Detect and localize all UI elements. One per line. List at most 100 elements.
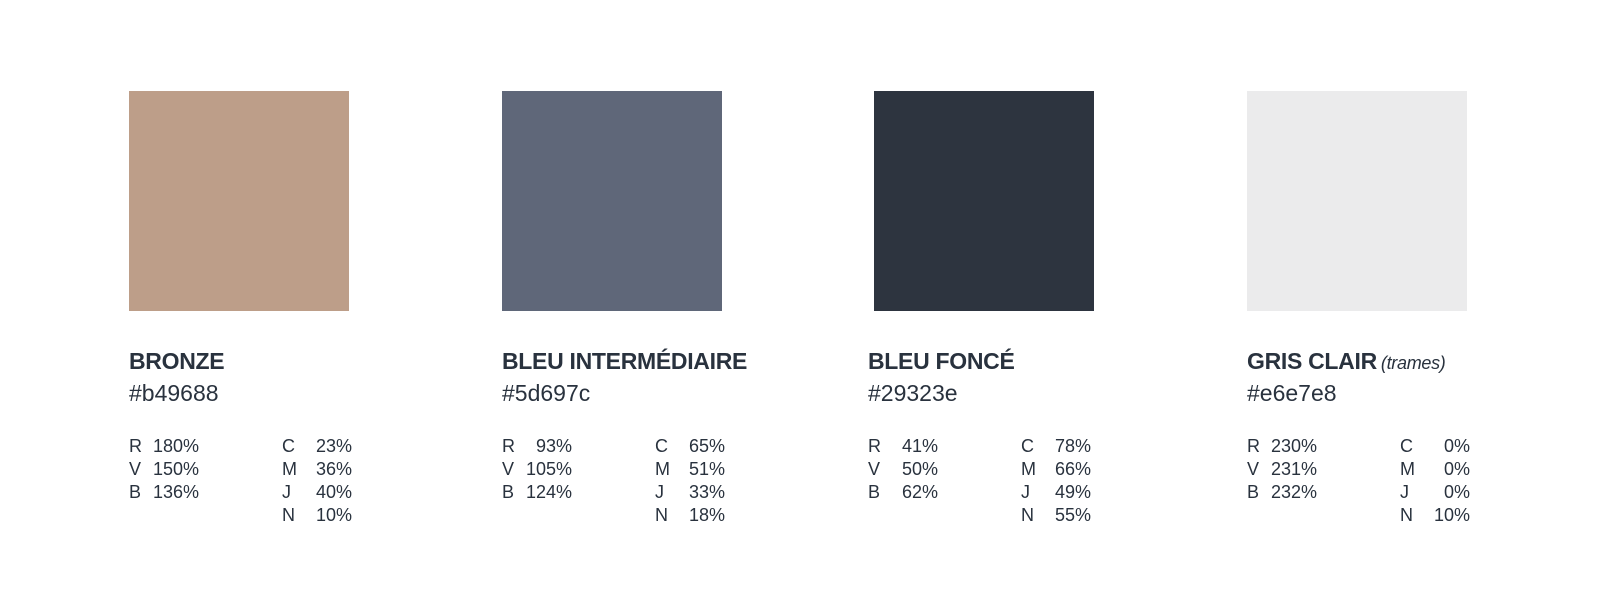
cmyk-row-n: N 55% (1021, 504, 1091, 527)
value-number: 49% (1054, 482, 1091, 502)
value-number: 0% (1443, 459, 1470, 479)
value-number: 180% (152, 436, 199, 456)
cmyk-row-j: J 49% (1021, 481, 1091, 504)
value-label: B (502, 482, 515, 502)
cmyk-row-m: M 66% (1021, 458, 1091, 481)
cmyk-values: C 0% M 0% J 0% N 10% (1400, 435, 1470, 527)
cmyk-row-n: N 18% (655, 504, 725, 527)
cmyk-row-c: C 78% (1021, 435, 1091, 458)
color-name-text: BRONZE (129, 348, 225, 374)
value-number: 18% (688, 505, 725, 525)
cmyk-row-j: J 33% (655, 481, 725, 504)
value-number: 36% (315, 459, 352, 479)
value-number: 124% (525, 482, 572, 502)
cmyk-row-m: M 36% (282, 458, 352, 481)
color-hex: #e6e7e8 (1247, 380, 1337, 406)
value-number: 0% (1443, 482, 1470, 502)
cmyk-row-j: J 0% (1400, 481, 1470, 504)
value-number: 41% (901, 436, 938, 456)
cmyk-row-m: M 51% (655, 458, 725, 481)
color-values: R 41% V 50% B 62% C 78% M 66% J 49% N 55% (868, 435, 1168, 527)
value-number: 136% (152, 482, 199, 502)
value-label: R (868, 436, 881, 456)
color-card-gris-clair: GRIS CLAIR (trames) #e6e7e8 R 230% V 231% B… (1247, 91, 1547, 527)
cmyk-row-j: J 40% (282, 481, 352, 504)
rgb-row-b: B 136% (129, 481, 199, 504)
cmyk-row-c: C 23% (282, 435, 352, 458)
value-label: B (129, 482, 142, 502)
value-label: M (655, 459, 670, 479)
color-card-bleu-fonce: BLEU FONCÉ #29323e R 41% V 50% B 62% C 78% M… (868, 91, 1168, 527)
value-label: C (655, 436, 668, 456)
color-name-text: BLEU FONCÉ (868, 348, 1015, 374)
value-number: 105% (525, 459, 572, 479)
value-label: J (1021, 482, 1030, 502)
value-label: V (868, 459, 881, 479)
color-swatch (874, 91, 1094, 311)
value-label: B (868, 482, 881, 502)
rgb-row-r: R 230% (1247, 435, 1317, 458)
value-number: 33% (688, 482, 725, 502)
color-note: (trames) (1380, 353, 1446, 373)
color-values: R 230% V 231% B 232% C 0% M 0% J 0% N 10% (1247, 435, 1547, 527)
value-label: C (1021, 436, 1034, 456)
rgb-values: R 41% V 50% B 62% (868, 435, 938, 504)
value-label: J (282, 482, 291, 502)
color-name: BRONZE (129, 347, 429, 377)
rgb-row-v: V 105% (502, 458, 572, 481)
value-number: 55% (1054, 505, 1091, 525)
value-number: 66% (1054, 459, 1091, 479)
value-label: N (1400, 505, 1413, 525)
value-label: J (655, 482, 664, 502)
color-swatch (502, 91, 722, 311)
value-label: M (1021, 459, 1036, 479)
value-number: 230% (1270, 436, 1317, 456)
value-label: R (1247, 436, 1260, 456)
rgb-row-r: R 93% (502, 435, 572, 458)
cmyk-row-n: N 10% (1400, 504, 1470, 527)
value-label: B (1247, 482, 1260, 502)
value-number: 0% (1443, 436, 1470, 456)
rgb-values: R 180% V 150% B 136% (129, 435, 199, 504)
rgb-row-v: V 50% (868, 458, 938, 481)
cmyk-row-n: N 10% (282, 504, 352, 527)
cmyk-row-c: C 0% (1400, 435, 1470, 458)
rgb-row-b: B 62% (868, 481, 938, 504)
color-name: GRIS CLAIR (trames) (1247, 347, 1547, 377)
value-number: 51% (688, 459, 725, 479)
color-swatch (1247, 91, 1467, 311)
value-label: N (282, 505, 295, 525)
rgb-row-r: R 41% (868, 435, 938, 458)
color-swatch (129, 91, 349, 311)
rgb-values: R 93% V 105% B 124% (502, 435, 572, 504)
value-label: R (502, 436, 515, 456)
value-label: V (502, 459, 515, 479)
color-hex: #5d697c (502, 380, 591, 406)
color-values: R 93% V 105% B 124% C 65% M 51% J 33% N 18% (502, 435, 802, 527)
value-number: 232% (1270, 482, 1317, 502)
color-name: BLEU FONCÉ (868, 347, 1168, 377)
rgb-row-b: B 124% (502, 481, 572, 504)
rgb-row-r: R 180% (129, 435, 199, 458)
cmyk-row-c: C 65% (655, 435, 725, 458)
value-label: V (129, 459, 142, 479)
color-values: R 180% V 150% B 136% C 23% M 36% J 40% N 10% (129, 435, 429, 527)
color-name: BLEU INTERMÉDIAIRE (502, 347, 802, 377)
value-label: N (655, 505, 668, 525)
value-label: V (1247, 459, 1260, 479)
rgb-values: R 230% V 231% B 232% (1247, 435, 1317, 504)
value-label: J (1400, 482, 1409, 502)
value-number: 93% (535, 436, 572, 456)
value-label: C (282, 436, 295, 456)
value-number: 62% (901, 482, 938, 502)
rgb-row-v: V 150% (129, 458, 199, 481)
value-number: 23% (315, 436, 352, 456)
cmyk-values: C 23% M 36% J 40% N 10% (282, 435, 352, 527)
value-label: M (1400, 459, 1415, 479)
value-number: 78% (1054, 436, 1091, 456)
value-number: 40% (315, 482, 352, 502)
rgb-row-v: V 231% (1247, 458, 1317, 481)
value-number: 65% (688, 436, 725, 456)
